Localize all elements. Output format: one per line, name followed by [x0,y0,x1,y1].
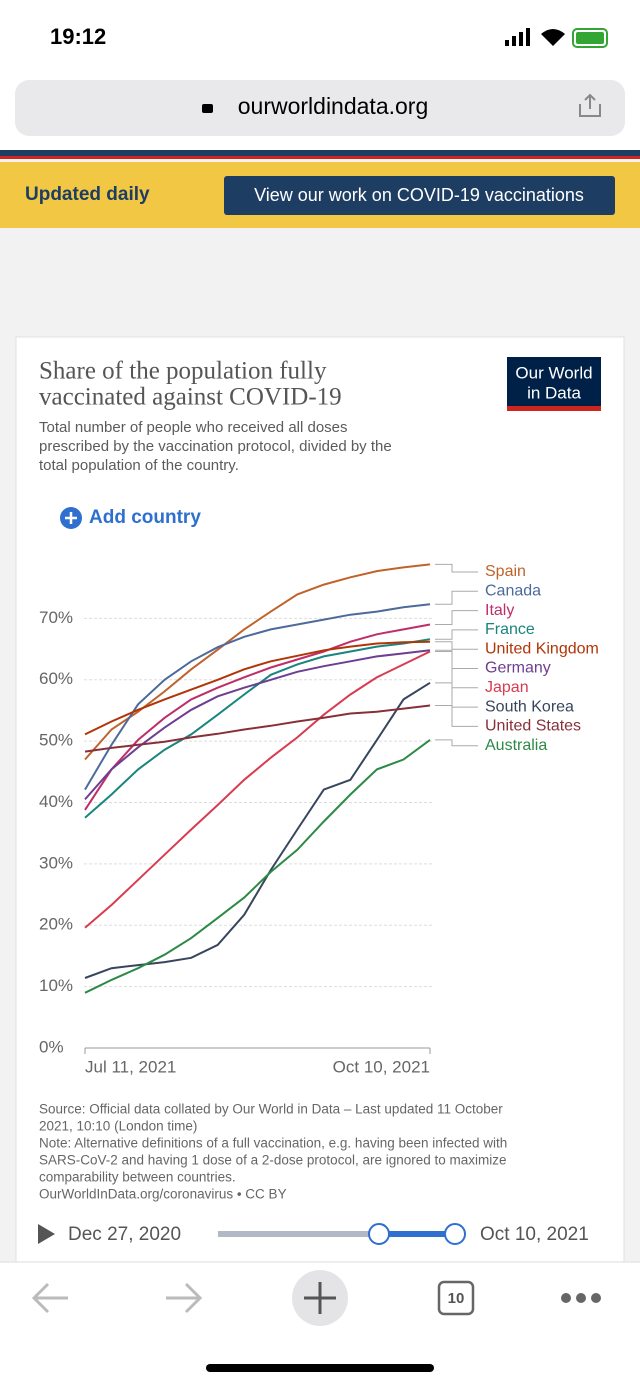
y-tick-label: 10% [39,976,73,995]
timeline-start: Dec 27, 2020 [68,1224,181,1245]
back-button[interactable] [31,1282,68,1314]
series-line [84,603,431,791]
legend-label: Italy [485,602,514,619]
chart-subtitle: Total number of people who received all … [39,419,348,436]
y-tick-label: 40% [39,792,73,811]
chart-note: OurWorldInData.org/coronavirus • CC BY [39,1187,287,1202]
tab-count[interactable]: 10 [448,1290,465,1307]
chart-note: comparability between countries. [39,1170,236,1185]
timeline-end: Oct 10, 2021 [480,1224,589,1245]
lock-icon [202,104,213,113]
new-tab-plus [304,1282,336,1314]
legend-connector [435,641,478,650]
legend-connector [435,682,478,708]
y-tick-label: 0% [39,1037,64,1056]
legend-connector [435,610,478,626]
owid-stripe [0,150,640,159]
y-tick-label: 60% [39,669,73,688]
timeline-handle[interactable] [444,1223,466,1245]
legend-label: United Kingdom [485,640,599,657]
legend-label: Spain [485,563,526,580]
legend-connector [435,563,478,573]
home-indicator [206,1364,434,1372]
y-tick-label: 70% [39,608,73,627]
x-tick-label: Jul 11, 2021 [85,1057,176,1076]
add-country[interactable]: Add country [89,507,201,528]
owid-stripe-red [0,156,640,159]
status-time: 19:12 [50,24,106,49]
chart-subtitle: total population of the country. [39,457,239,474]
legend-label: France [485,621,535,638]
chart-title: vaccinated against COVID-19 [39,384,342,411]
legend-connector [435,590,478,605]
legend-label: United States [485,718,581,735]
logo-underline [507,406,601,411]
share-icon[interactable] [579,93,601,117]
y-tick-label: 50% [39,731,73,750]
status-icons [505,28,608,48]
series-line [84,623,431,811]
y-tick-label: 30% [39,853,73,872]
tabs-button[interactable] [437,1280,475,1316]
chart-subtitle: prescribed by the vaccination protocol, … [39,438,392,455]
legend-connector [435,629,478,640]
legend-label: Australia [485,737,547,754]
forward-button[interactable] [166,1282,203,1314]
chart-note: 2021, 10:10 (London time) [39,1119,197,1134]
chart-note: SARS-CoV-2 and having 1 dose of a 2-dose… [39,1153,507,1168]
logo-text: Our World [515,363,592,382]
chart-card [15,336,625,1273]
legend-connector [435,651,478,689]
timeline-handle[interactable] [368,1223,390,1245]
chart-note: Note: Alternative definitions of a full … [39,1136,507,1151]
banner-button[interactable] [224,176,615,215]
url[interactable]: ourworldindata.org [238,93,429,119]
legend-connector [435,739,478,747]
url-bar[interactable] [15,80,625,136]
add-icon-plus [65,512,77,524]
series-line [84,650,431,929]
play-button [38,1224,55,1244]
x-tick-label: Oct 10, 2021 [333,1057,430,1076]
chart-title: Share of the population fully [39,358,327,385]
series-line [84,640,431,736]
logo [507,357,601,406]
chart-note: Source: Official data collated by Our Wo… [39,1102,503,1117]
legend-connector [435,705,478,727]
banner-button-text[interactable]: View our work on COVID-19 vaccinations [254,185,584,205]
banner-label: Updated daily [25,184,150,205]
legend-label: South Korea [485,698,574,715]
legend-label: Germany [485,660,551,677]
legend-label: Canada [485,583,541,600]
series-line [84,739,431,994]
series-line [84,704,431,753]
legend-label: Japan [485,679,529,696]
logo-text: in Data [527,383,581,402]
y-tick-label: 20% [39,915,73,934]
more-button[interactable] [561,1293,601,1303]
series-line [84,681,431,979]
